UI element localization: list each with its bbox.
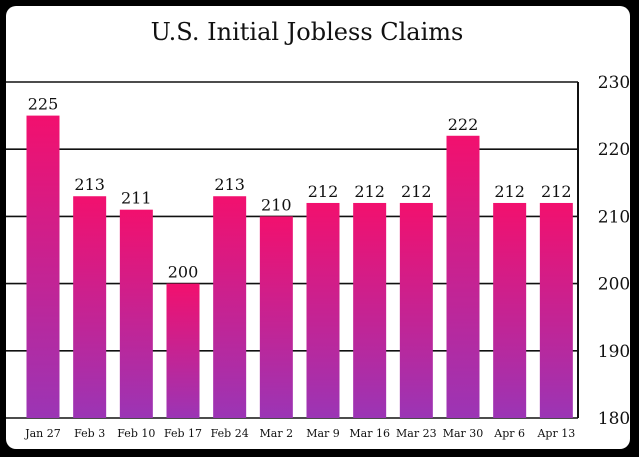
bar-value-label: 212	[494, 182, 525, 201]
bar	[26, 115, 60, 418]
x-tick-label: Jan 27	[24, 427, 61, 440]
x-tick-label: Feb 3	[74, 427, 105, 440]
y-tick-label: 210	[598, 207, 630, 227]
x-tick-label: Mar 2	[260, 427, 294, 440]
bar	[306, 202, 340, 418]
bar	[213, 196, 247, 418]
bars	[26, 115, 573, 418]
x-tick-label: Feb 10	[117, 427, 155, 440]
bar-chart: U.S. Initial Jobless Claims 225 213 211 200…	[6, 18, 630, 440]
bar-value-label: 213	[74, 175, 105, 194]
bar-value-label: 200	[168, 263, 199, 282]
value-labels: 225 213 211 200 213 210 212 212 212 222 212 212	[28, 95, 572, 282]
bar-value-label: 225	[28, 95, 59, 114]
x-tick-label: Mar 23	[396, 427, 437, 440]
bar-value-label: 213	[214, 175, 245, 194]
bar	[446, 135, 480, 418]
bar-value-label: 212	[541, 182, 572, 201]
bar-value-label: 212	[308, 182, 339, 201]
x-tick-label: Apr 13	[536, 427, 575, 440]
y-tick-label: 230	[598, 73, 630, 93]
bar	[166, 283, 200, 418]
bar-value-label: 211	[121, 189, 152, 208]
bar	[493, 202, 527, 418]
bar	[399, 202, 433, 418]
x-tick-label: Apr 6	[493, 427, 525, 440]
bar	[539, 202, 573, 418]
y-tick-label: 180	[598, 409, 630, 429]
chart-frame: U.S. Initial Jobless Claims 225 213 211 200…	[6, 6, 630, 449]
x-tick-label: Feb 24	[211, 427, 249, 440]
bar-value-label: 212	[401, 182, 432, 201]
x-axis-ticks: Jan 27 Feb 3 Feb 10 Feb 17 Feb 24 Mar 2 Mar 9 M…	[24, 427, 575, 440]
y-tick-label: 220	[598, 140, 630, 160]
bar-value-label: 222	[448, 115, 479, 134]
x-tick-label: Feb 17	[164, 427, 202, 440]
bar	[259, 216, 293, 418]
x-tick-label: Mar 30	[443, 427, 484, 440]
y-tick-label: 200	[598, 275, 630, 295]
y-axis-ticks: 180 190 200 210 220 230	[598, 73, 630, 429]
bar	[73, 196, 107, 418]
x-tick-label: Mar 16	[349, 427, 390, 440]
chart-title: U.S. Initial Jobless Claims	[151, 18, 464, 46]
y-tick-label: 190	[598, 342, 630, 362]
bar	[353, 202, 387, 418]
x-tick-label: Mar 9	[306, 427, 340, 440]
bar-value-label: 210	[261, 195, 292, 214]
bar	[119, 209, 153, 418]
bar-value-label: 212	[354, 182, 385, 201]
